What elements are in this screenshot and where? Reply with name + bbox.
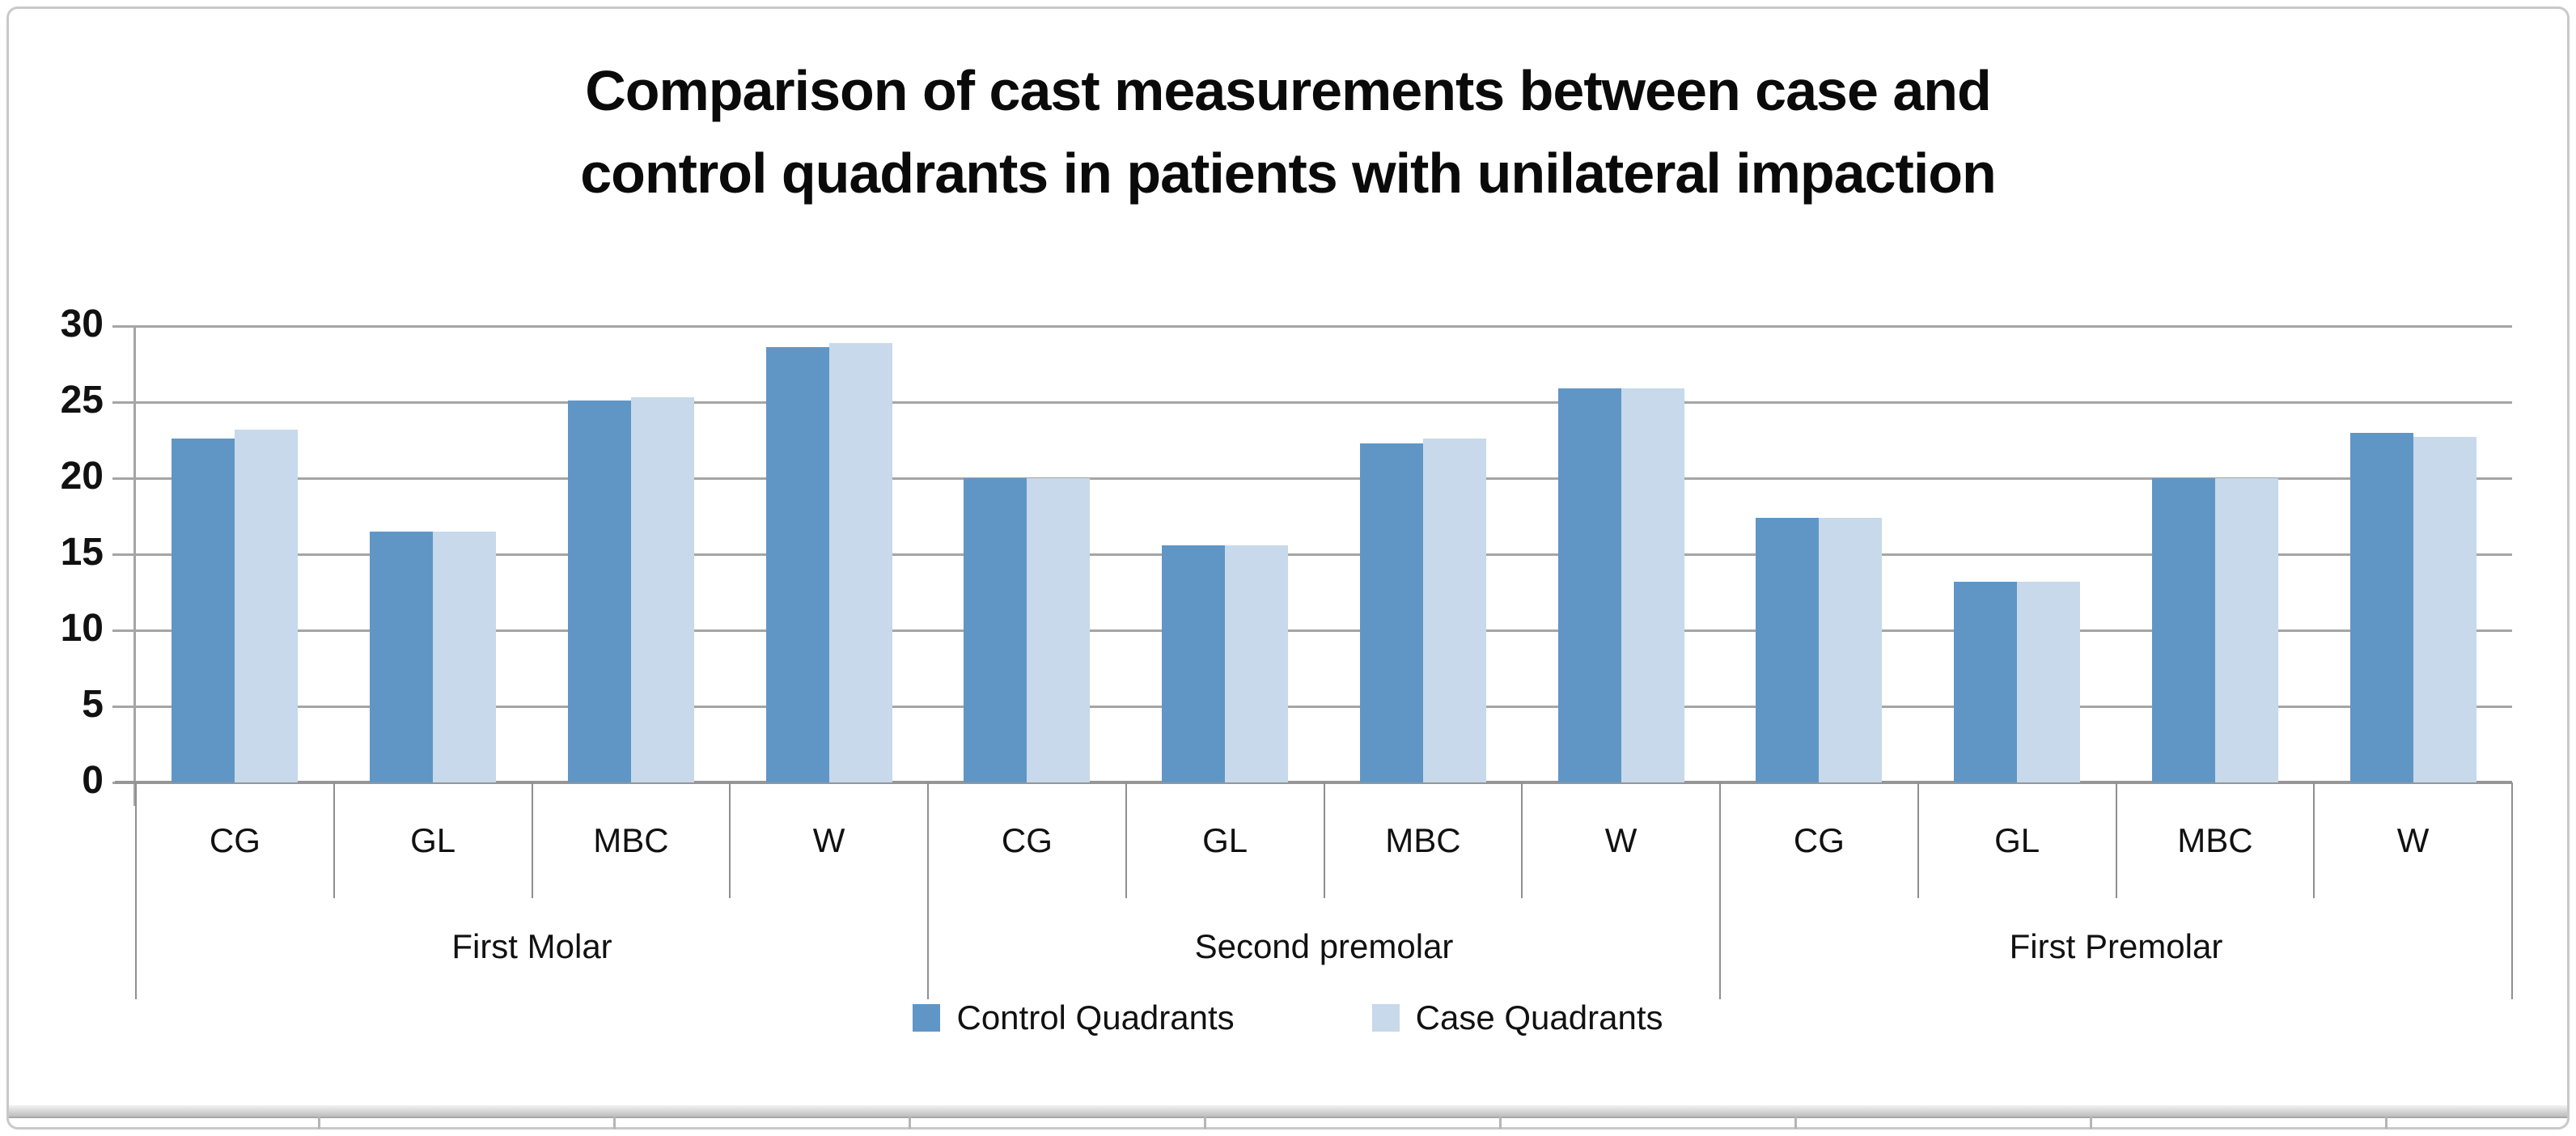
category-separator-10: [2115, 782, 2117, 898]
legend-label-control: Control Quadrants: [956, 998, 1235, 1036]
category-label-MBC-0: MBC: [593, 820, 669, 859]
y-axis-label-30: 30: [60, 303, 104, 345]
category-label-GL-0: GL: [410, 820, 456, 859]
gridline-20: [136, 477, 2512, 480]
sheet-edge-tick-3: [1204, 1117, 1206, 1129]
bar-case-W-1: [1621, 388, 1684, 782]
chart-title: Comparison of cast measurements between …: [0, 50, 2576, 214]
category-separator-6: [1323, 782, 1325, 898]
y-axis-tick-10: [112, 629, 136, 632]
bar-control-MBC-0: [567, 401, 631, 782]
bar-case-MBC-1: [1422, 439, 1486, 782]
legend-swatch-case: [1371, 1004, 1400, 1032]
category-label-W-1: W: [1604, 820, 1638, 859]
gridline-25: [136, 401, 2512, 404]
y-axis-label-25: 25: [60, 379, 104, 422]
category-label-MBC-2: MBC: [2177, 820, 2253, 859]
sheet-edge-tick-4: [1499, 1117, 1502, 1129]
bar-control-MBC-1: [1359, 443, 1423, 782]
y-axis-label-10: 10: [60, 607, 104, 650]
category-label-GL-2: GL: [1994, 820, 2040, 859]
bar-control-CG-1: [964, 478, 1027, 782]
bar-case-GL-1: [1225, 545, 1289, 782]
legend-label-case: Case Quadrants: [1415, 998, 1663, 1036]
sheet-edge-tick-6: [2090, 1117, 2092, 1129]
bar-case-MBC-2: [2214, 478, 2278, 782]
legend: Control Quadrants Case Quadrants: [0, 998, 2576, 1037]
category-label-W-2: W: [2396, 820, 2430, 859]
sheet-edge-tick-0: [318, 1117, 320, 1129]
category-label-MBC-1: MBC: [1385, 820, 1461, 859]
bar-control-CG-2: [1756, 517, 1820, 782]
group-label-0: First Molar: [451, 927, 612, 965]
category-label-CG-0: CG: [209, 820, 261, 859]
y-axis-tick-15: [112, 553, 136, 556]
category-separator-1: [333, 782, 335, 898]
group-separator-8: [1719, 782, 1721, 999]
x-axis-line: [115, 781, 2512, 784]
legend-item-case: Case Quadrants: [1371, 998, 1663, 1037]
bar-control-GL-2: [1954, 581, 2018, 782]
category-label-CG-1: CG: [1001, 820, 1053, 859]
bar-control-W-1: [1557, 388, 1621, 782]
bar-control-GL-1: [1162, 545, 1226, 782]
gridline-5: [136, 705, 2512, 708]
bar-control-W-2: [2349, 432, 2413, 782]
bar-case-W-0: [828, 342, 892, 782]
group-label-2: First Premolar: [2009, 927, 2223, 965]
category-separator-11: [2313, 782, 2315, 898]
bar-case-GL-2: [2017, 581, 2081, 782]
y-axis-label-5: 5: [82, 683, 104, 726]
legend-swatch-control: [913, 1004, 941, 1032]
y-axis-tick-5: [112, 705, 136, 708]
category-separator-7: [1521, 782, 1523, 898]
bar-case-MBC-0: [630, 397, 694, 782]
y-axis-tick-20: [112, 477, 136, 480]
chart-title-line1: Comparison of cast measurements between …: [585, 59, 1992, 122]
bar-case-W-2: [2413, 437, 2476, 782]
group-label-1: Second premolar: [1194, 927, 1454, 965]
category-separator-9: [1917, 782, 1919, 898]
group-separator-12: [2511, 782, 2513, 999]
sheet-edge-band: [9, 1105, 2567, 1118]
category-separator-3: [729, 782, 731, 898]
category-label-CG-2: CG: [1793, 820, 1845, 859]
bar-control-CG-0: [172, 439, 235, 782]
y-axis-label-0: 0: [82, 759, 104, 802]
y-axis-tick-25: [112, 401, 136, 404]
bar-case-GL-0: [433, 531, 497, 782]
bar-case-CG-2: [1819, 517, 1883, 782]
category-axis: CG GL MBC W CG GL MBC W CG GL MBC W First Molar Secon…: [135, 782, 2513, 999]
y-axis-label-15: 15: [60, 531, 104, 574]
sheet-edge-tick-2: [909, 1117, 911, 1129]
legend-item-control: Control Quadrants: [913, 998, 1235, 1037]
sheet-edge-tick-1: [613, 1117, 616, 1129]
bar-case-CG-1: [1027, 478, 1091, 782]
y-axis-tick-30: [112, 324, 136, 328]
bar-case-CG-0: [235, 429, 299, 782]
bar-control-GL-0: [370, 531, 434, 782]
gridline-10: [136, 629, 2512, 632]
gridline-30: [136, 324, 2512, 328]
group-separator-4: [927, 782, 929, 999]
plot-area: 0 5 10 15 20 25 30: [61, 303, 2512, 806]
sheet-edge-tick-7: [2385, 1117, 2387, 1129]
chart-title-line2: control quadrants in patients with unila…: [580, 141, 1997, 205]
gridline-15: [136, 553, 2512, 556]
bar-control-MBC-2: [2151, 478, 2215, 782]
sheet-edge-tick-5: [1794, 1117, 1797, 1129]
category-label-GL-1: GL: [1202, 820, 1248, 859]
category-label-W-0: W: [812, 820, 845, 859]
category-separator-2: [531, 782, 533, 898]
y-axis-label-20: 20: [60, 455, 104, 498]
category-separator-5: [1125, 782, 1127, 898]
bar-control-W-0: [765, 347, 829, 782]
y-axis-line: [133, 325, 136, 806]
group-separator-0: [135, 782, 137, 999]
